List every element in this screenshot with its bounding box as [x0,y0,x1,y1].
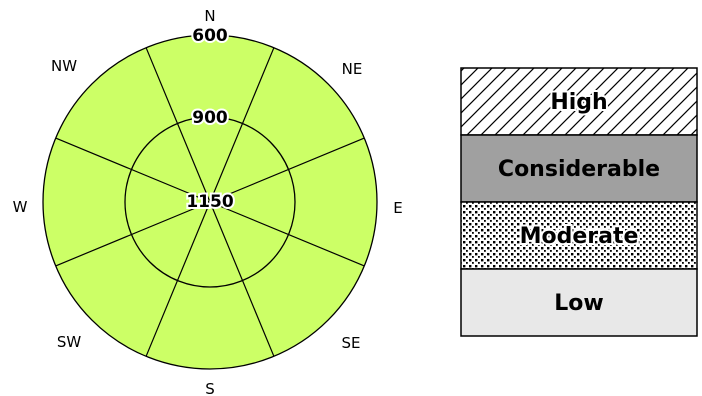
compass-label-e: E [393,199,402,217]
level-label-high: High [550,90,607,115]
elevation-label: 600 [192,26,228,46]
elevation-labels: 600 900 1150 [184,24,235,214]
level-box-considerable [460,134,698,203]
level-label-considerable: Considerable [498,157,660,182]
danger-level-scale: High Considerable Moderate Low [460,67,698,337]
inner-elevation-ring [124,116,296,288]
sector-line [209,47,275,203]
compass-label-sw: SW [57,333,82,351]
compass-direction-labels: N NE E SE S SW W NW [13,7,403,396]
level-box-low [460,268,698,337]
compass-label-w: W [13,198,28,216]
level-label-moderate: Moderate [520,224,639,249]
compass-label-nw: NW [51,57,77,75]
aspect-sector-lines [55,47,365,357]
compass-label-s: S [205,380,215,396]
level-box-high [460,67,698,136]
level-label-low: Low [554,291,603,316]
elevation-label: 900 [192,108,228,128]
sector-line [55,201,211,267]
elevation-aspect-rose: N NE E SE S SW W NW 600 900 1150 [13,7,403,396]
sector-line [55,137,211,203]
compass-label-n: N [204,7,215,25]
elevation-label: 1150 [186,192,233,212]
compass-label-se: SE [342,334,361,352]
sector-line [145,47,211,203]
sector-line [145,201,211,357]
sector-line [209,201,365,267]
sector-line [209,137,365,203]
compass-label-ne: NE [342,60,363,78]
sector-line [209,201,275,357]
level-box-moderate [460,201,698,270]
